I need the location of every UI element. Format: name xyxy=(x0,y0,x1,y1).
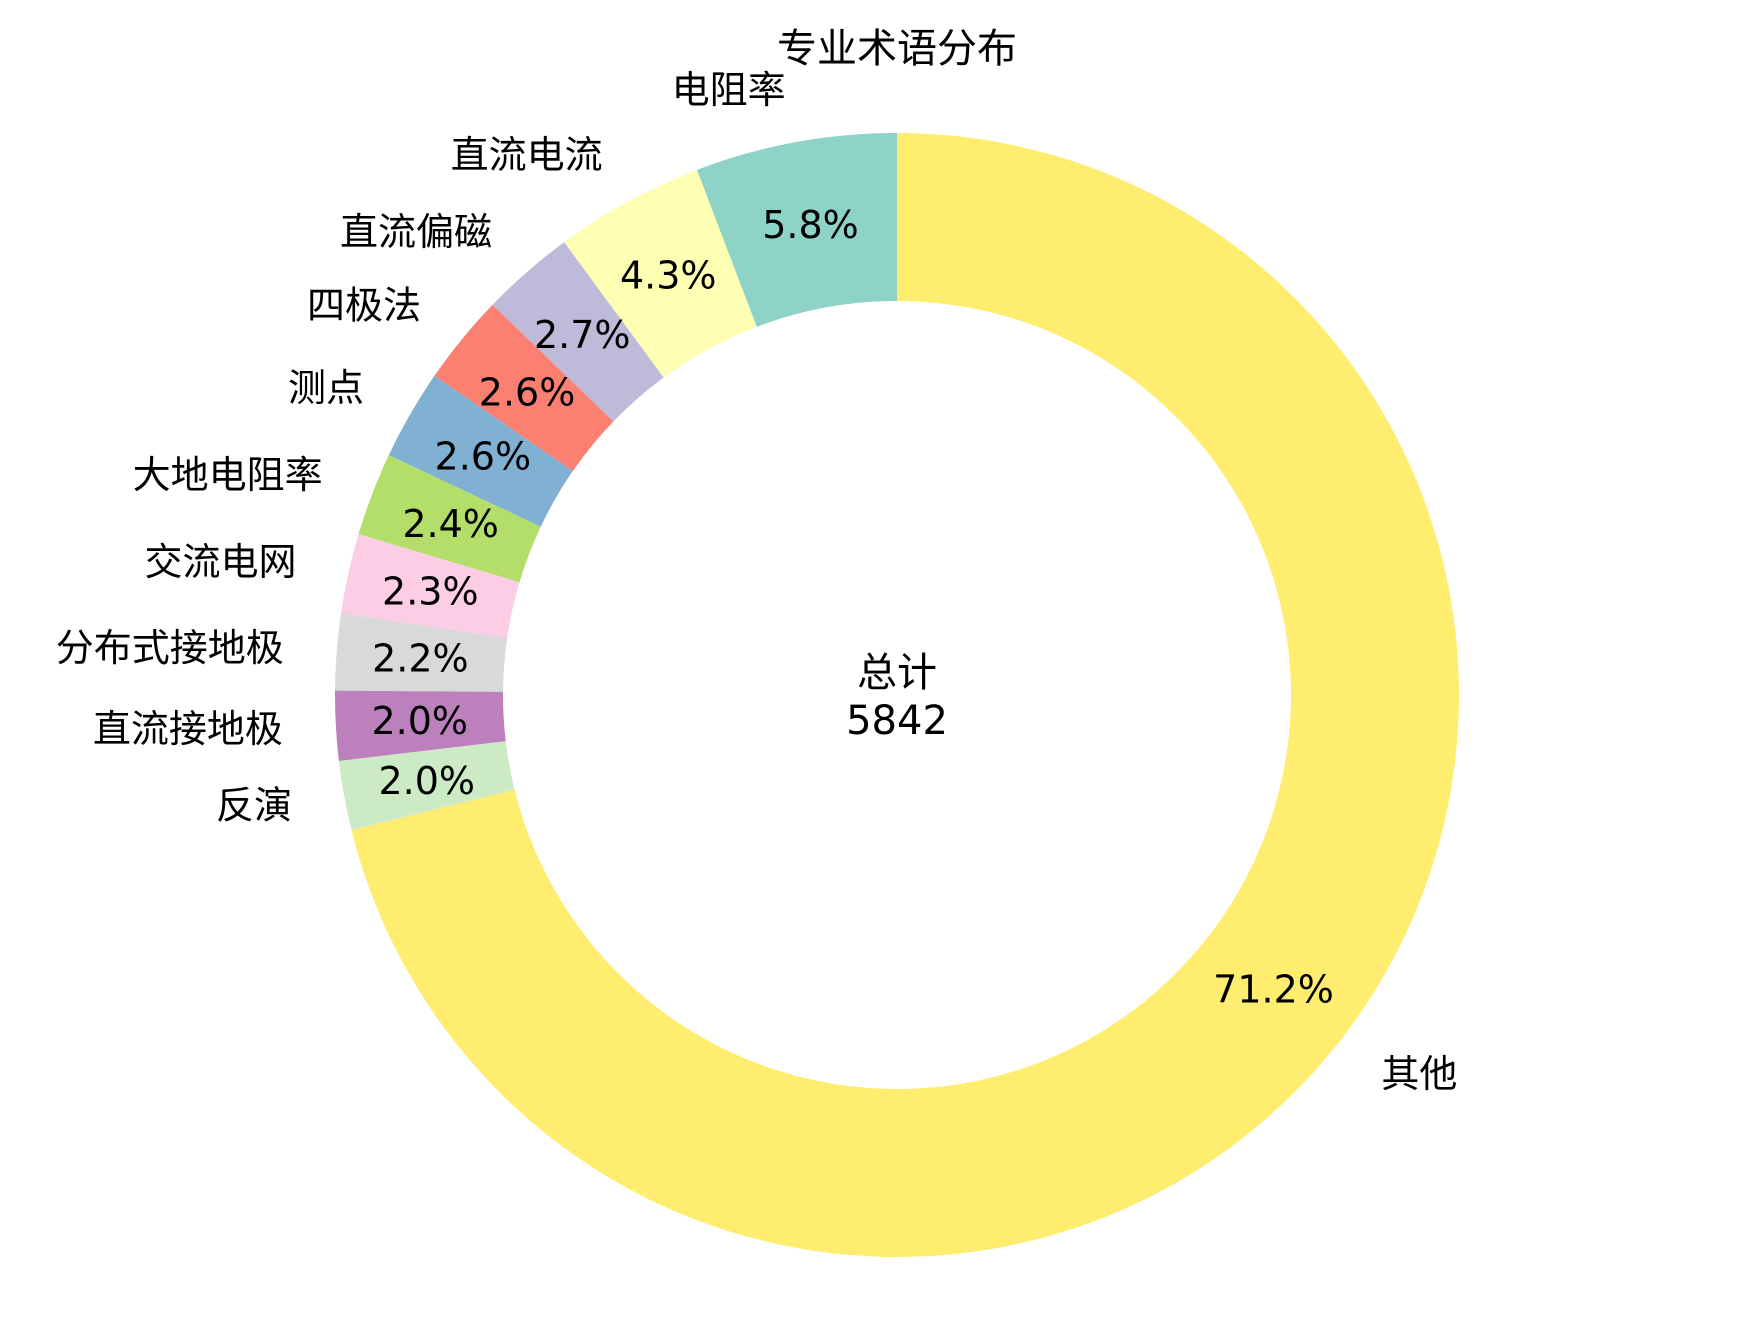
category-label-3: 四极法 xyxy=(307,284,421,328)
chart-title: 专业术语分布 xyxy=(777,26,1017,72)
percent-label-4: 2.6% xyxy=(435,434,532,478)
percent-label-0: 5.8% xyxy=(762,203,859,247)
percent-label-8: 2.0% xyxy=(371,699,468,743)
donut-slice-0 xyxy=(696,133,897,327)
donut-slice-6 xyxy=(340,534,520,638)
donut-slice-3 xyxy=(434,304,614,472)
percent-label-7: 2.2% xyxy=(372,636,469,680)
donut-slice-4 xyxy=(388,375,573,527)
donut-slice-1 xyxy=(564,169,757,378)
percent-label-1: 4.3% xyxy=(620,253,717,297)
donut-slice-7 xyxy=(335,613,508,692)
center-total-label: 总计 xyxy=(857,650,937,696)
category-label-0: 电阻率 xyxy=(672,68,786,112)
percent-label-5: 2.4% xyxy=(402,502,499,546)
percent-label-10: 71.2% xyxy=(1213,967,1334,1011)
donut-slice-10 xyxy=(351,132,1460,1257)
category-label-6: 交流电网 xyxy=(145,540,297,584)
donut-slice-5 xyxy=(358,455,541,583)
percent-label-3: 2.6% xyxy=(479,370,576,414)
category-label-7: 分布式接地极 xyxy=(56,626,284,670)
donut-slice-8 xyxy=(335,690,506,761)
percent-label-9: 2.0% xyxy=(378,759,475,803)
donut-slice-9 xyxy=(338,741,515,831)
slices-group xyxy=(335,132,1460,1257)
percent-label-2: 2.7% xyxy=(534,313,631,357)
category-label-5: 大地电阻率 xyxy=(133,453,323,497)
category-label-2: 直流偏磁 xyxy=(340,210,492,254)
center-total-value: 5842 xyxy=(846,698,948,744)
category-label-4: 测点 xyxy=(288,366,364,410)
donut-slice-2 xyxy=(492,242,664,422)
category-label-1: 直流电流 xyxy=(451,133,603,177)
category-label-8: 直流接地极 xyxy=(93,707,283,751)
category-label-9: 反演 xyxy=(216,783,292,827)
percent-labels-group: 5.8% 4.3% 2.7% 2.6% 2.6% 2.4% 2.3% 2.2% 2.0% 2.0%… xyxy=(371,203,1333,1012)
category-label-10: 其他 xyxy=(1381,1052,1457,1096)
percent-label-6: 2.3% xyxy=(382,570,479,614)
